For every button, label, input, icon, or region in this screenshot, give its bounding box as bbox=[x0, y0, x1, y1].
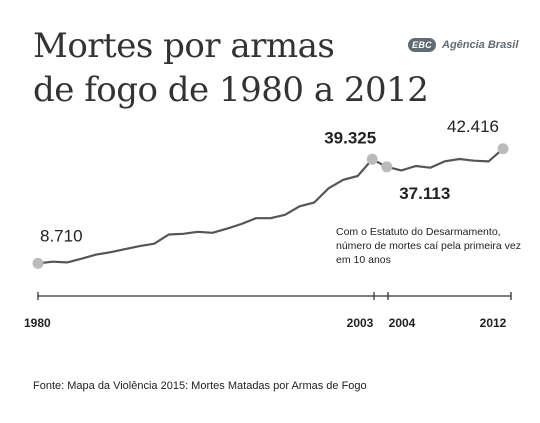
x-tick-label-2003: 2003 bbox=[347, 316, 374, 330]
data-label-2004: 37.113 bbox=[399, 184, 450, 203]
x-tick-label-2004: 2004 bbox=[389, 316, 416, 330]
x-tick-label-1980: 1980 bbox=[24, 316, 51, 330]
ebc-agencia-brasil-logo: EBC Agência Brasil bbox=[408, 38, 518, 52]
annotation-estatuto: Com o Estatuto do Desarmamento, número d… bbox=[336, 226, 521, 266]
data-label-2012: 42.416 bbox=[447, 117, 499, 136]
data-point-2003 bbox=[366, 153, 378, 165]
data-labels: 8.710 39.325 37.113 42.416 bbox=[40, 117, 499, 246]
chart-title: Mortes por armas de fogo de 1980 a 2012 bbox=[33, 24, 429, 112]
x-axis: 1980 2003 2004 2012 bbox=[24, 292, 512, 330]
data-label-2003: 39.325 bbox=[324, 128, 376, 147]
data-points bbox=[32, 143, 509, 269]
data-point-1980 bbox=[32, 257, 44, 269]
chart-title-line-1: Mortes por armas bbox=[33, 26, 335, 66]
data-point-2012 bbox=[497, 143, 509, 155]
x-axis-ticks: 1980 2003 2004 2012 bbox=[24, 292, 512, 330]
chart-title-line-2: de fogo de 1980 a 2012 bbox=[33, 70, 429, 110]
x-tick-label-2012: 2012 bbox=[480, 316, 507, 330]
series-line-mortes bbox=[36, 147, 505, 265]
data-label-1980: 8.710 bbox=[40, 226, 83, 245]
logo-wordmark: Agência Brasil bbox=[442, 39, 519, 51]
ebc-logo-icon: EBC bbox=[408, 38, 436, 52]
source-note: Fonte: Mapa da Violência 2015: Mortes Ma… bbox=[33, 380, 367, 392]
data-point-2004 bbox=[381, 161, 393, 173]
